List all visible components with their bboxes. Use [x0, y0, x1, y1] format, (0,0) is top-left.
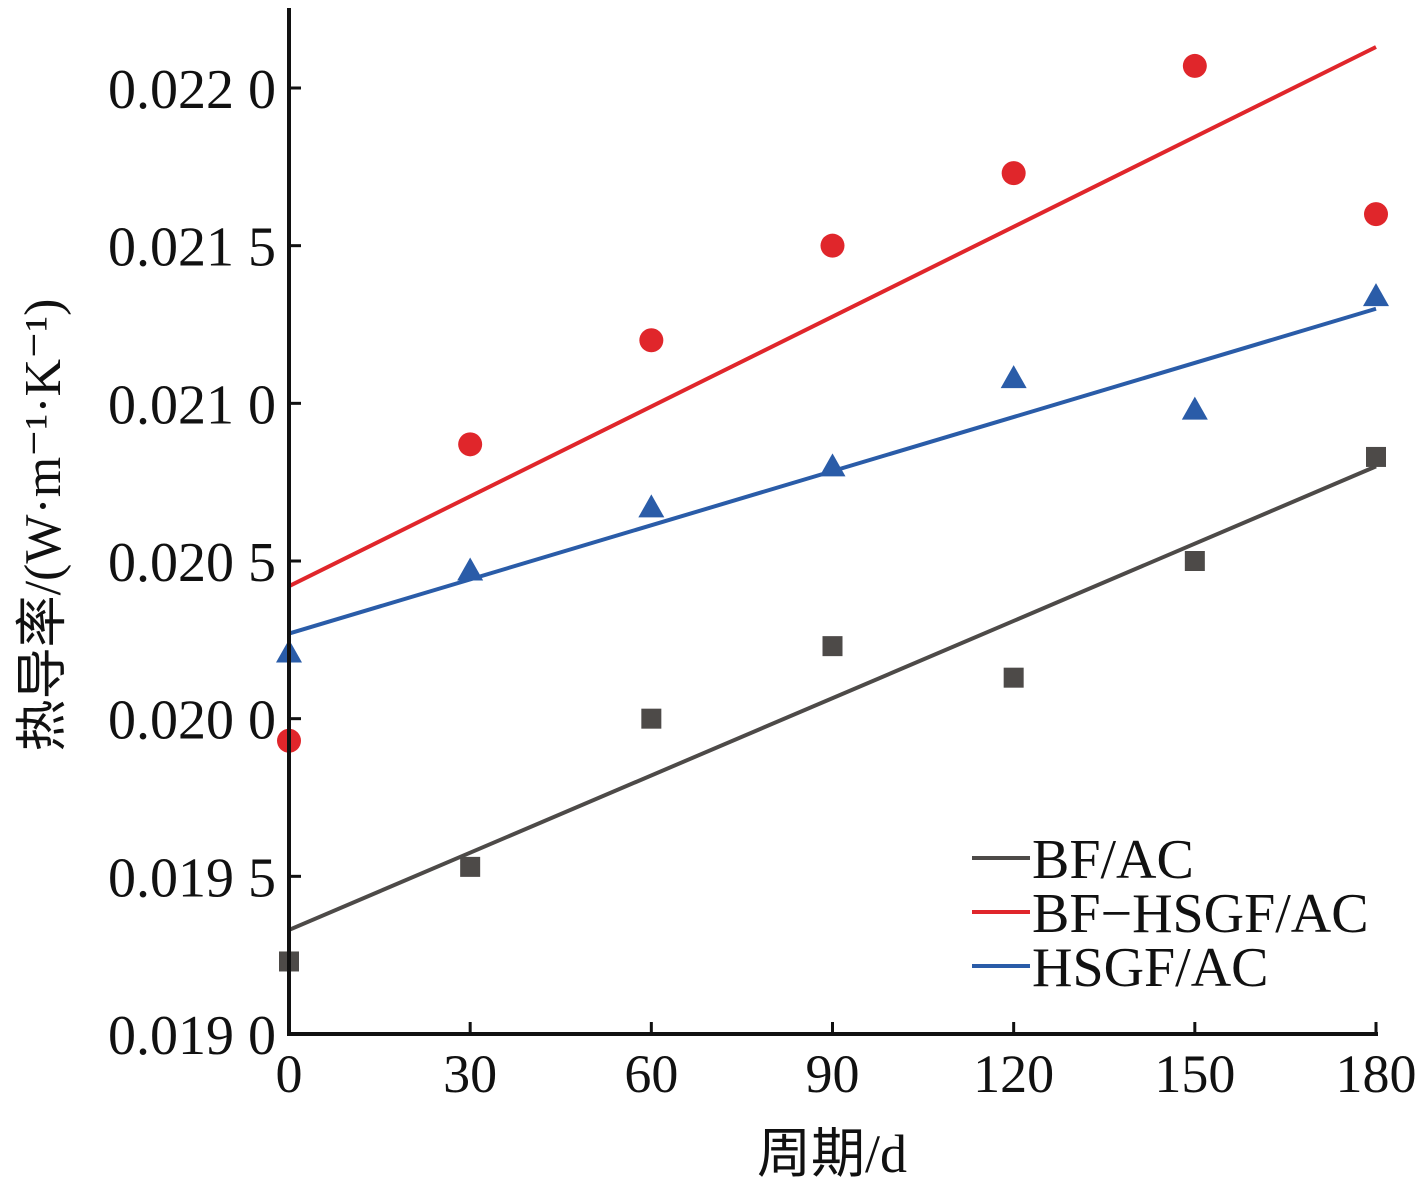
data-point-triangle — [638, 494, 665, 518]
data-point-square — [1184, 551, 1205, 571]
x-tick-label: 180 — [1336, 1044, 1417, 1104]
x-tick-label: 60 — [624, 1044, 678, 1104]
data-point-circle — [1001, 161, 1026, 186]
data-point-square — [1003, 667, 1024, 688]
y-tick-label: 0.020 0 — [108, 690, 276, 752]
y-tick-label: 0.019 5 — [108, 847, 276, 909]
data-point-triangle — [819, 453, 846, 477]
data-point-square — [641, 708, 662, 729]
y-tick-label: 0.021 0 — [108, 374, 276, 436]
data-point-circle — [820, 233, 845, 258]
legend-label: BF/AC — [1032, 829, 1194, 891]
data-point-square — [1366, 446, 1386, 467]
x-tick-label: 30 — [443, 1044, 497, 1104]
x-tick-label: 120 — [973, 1044, 1054, 1104]
ticks: 0 30 60 90 120 150 180 0.019 0 0.019 5 0.020 0 0.0… — [108, 59, 1417, 1104]
data-point-triangle — [1181, 396, 1208, 420]
fit-lines — [288, 45, 1377, 932]
fit-line-0 — [288, 464, 1377, 932]
y-tick-label: 0.021 5 — [108, 217, 276, 279]
y-tick-label: 0.020 5 — [108, 532, 276, 594]
fit-line-1 — [288, 45, 1377, 589]
x-axis-label: 周期/d — [757, 1124, 907, 1181]
data-point-circle — [1364, 202, 1388, 227]
data-point-circle — [1182, 53, 1207, 78]
data-point-triangle — [1000, 365, 1027, 389]
data-point-circle — [639, 328, 664, 353]
data-markers — [276, 53, 1389, 972]
y-axis-label: 热导率/(W·m⁻¹·K⁻¹) — [15, 299, 72, 752]
data-point-circle — [458, 432, 483, 457]
x-tick-label: 0 — [276, 1044, 303, 1104]
data-point-square — [460, 856, 481, 877]
legend-label: HSGF/AC — [1032, 937, 1269, 999]
data-point-square — [822, 636, 843, 657]
data-point-triangle — [1363, 283, 1389, 307]
y-tick-label: 0.019 0 — [108, 1005, 276, 1067]
x-tick-label: 90 — [806, 1044, 860, 1104]
legend-label: BF−HSGF/AC — [1032, 883, 1369, 945]
x-tick-label: 150 — [1154, 1044, 1235, 1104]
y-tick-label: 0.022 0 — [108, 59, 276, 121]
axes — [287, 8, 1378, 1036]
data-point-triangle — [457, 557, 484, 581]
